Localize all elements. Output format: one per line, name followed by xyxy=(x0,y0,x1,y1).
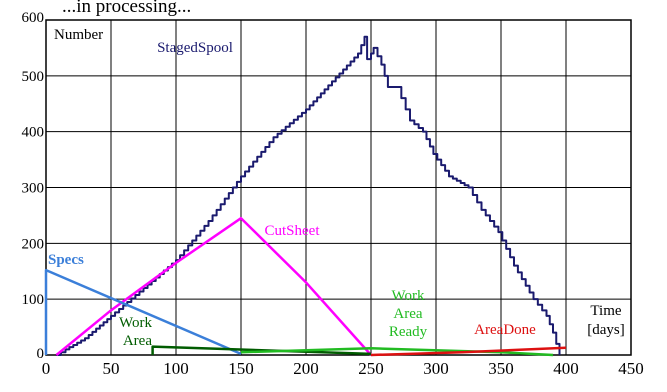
x-tick-label: 200 xyxy=(293,359,319,378)
series-label: StagedSpool xyxy=(157,40,233,56)
partial-title: ...in processing... xyxy=(62,0,192,17)
y-tick-label: 400 xyxy=(22,125,45,141)
x-tick-label: 350 xyxy=(488,359,514,378)
y-tick-label: 100 xyxy=(22,292,45,308)
series-line-areadone xyxy=(370,346,567,357)
x-tick-labels: 0 50 100 150 200 250 300 350 400 450 xyxy=(42,359,644,378)
y-axis-label: Number xyxy=(54,27,103,43)
series-labels: StagedSpool CutSheet Specs Work Area Work Area… xyxy=(48,40,536,349)
axis-labels: Number Time [days] xyxy=(54,27,625,338)
x-tick-label: 0 xyxy=(42,359,51,378)
y-tick-label: 600 xyxy=(22,10,45,26)
grid xyxy=(46,20,631,355)
series-label: Work Area Ready xyxy=(389,288,428,340)
series-line-work-area-ready xyxy=(240,347,554,357)
x-axis-label: Time [days] xyxy=(587,303,625,338)
series-line-cutsheet xyxy=(55,216,372,356)
y-tick-label: 200 xyxy=(22,236,45,252)
x-tick-label: 50 xyxy=(103,359,120,378)
y-tick-labels: 0 100 200 300 400 500 600 xyxy=(22,10,45,362)
y-tick-label: 300 xyxy=(22,181,45,197)
x-tick-label: 300 xyxy=(423,359,449,378)
x-tick-label: 100 xyxy=(163,359,189,378)
x-tick-label: 450 xyxy=(618,359,644,378)
series-label: CutSheet xyxy=(265,223,321,239)
series-line-specs xyxy=(44,268,242,356)
series-label: Work Area xyxy=(119,315,152,349)
y-tick-label: 500 xyxy=(22,69,45,85)
x-tick-label: 150 xyxy=(228,359,254,378)
y-tick-label: 0 xyxy=(37,346,45,362)
series-label: AreaDone xyxy=(474,322,536,338)
x-tick-label: 250 xyxy=(358,359,384,378)
series-label: Specs xyxy=(48,252,84,268)
series-lines xyxy=(44,35,567,357)
series-line-stagedspool xyxy=(56,35,561,356)
x-tick-label: 400 xyxy=(553,359,579,378)
